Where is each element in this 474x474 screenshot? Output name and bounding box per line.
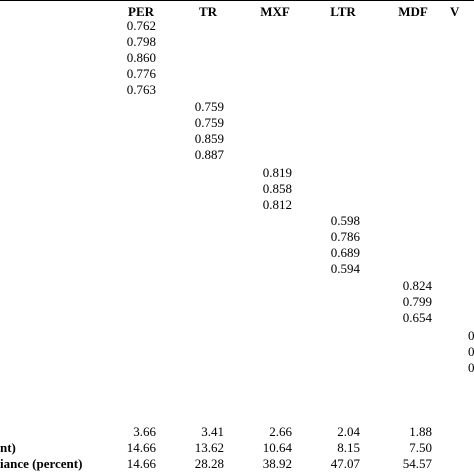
loading-cell: 0.859: [194, 131, 224, 146]
loading-cell: 0.798: [126, 34, 156, 49]
cumulative-variance-cell: 54.57: [402, 456, 432, 471]
variance-cell: 8.15: [337, 440, 360, 455]
cumulative-variance-cell: 47.07: [330, 456, 360, 471]
loading-cell: 0: [468, 328, 474, 343]
footer-row-label: iance (percent): [0, 456, 83, 471]
eigenvalue-cell: 2.04: [337, 424, 360, 439]
eigenvalue-cell: 1.88: [409, 424, 432, 439]
loading-cell: 0.762: [126, 18, 156, 33]
eigenvalue-cell: 2.66: [269, 424, 292, 439]
cumulative-variance-cell: 14.66: [126, 456, 156, 471]
eigenvalue-cell: 3.41: [201, 424, 224, 439]
eigenvalue-cell: 3.66: [133, 424, 156, 439]
variance-cell: 14.66: [126, 440, 156, 455]
loading-cell: 0.776: [126, 66, 156, 81]
loading-cell: 0.858: [262, 181, 292, 196]
variance-cell: 7.50: [409, 440, 432, 455]
loading-cell: 0.594: [330, 261, 360, 276]
column-header-tr: TR: [198, 4, 218, 19]
column-header-mdf: MDF: [398, 4, 428, 19]
table-top-rule: [0, 0, 474, 1]
loading-cell: 0.887: [194, 147, 224, 162]
cumulative-variance-cell: 28.28: [194, 456, 224, 471]
loading-cell: 0: [468, 344, 474, 359]
loading-cell: 0.860: [126, 50, 156, 65]
loading-cell: 0.824: [402, 278, 432, 293]
loading-cell: 0.799: [402, 294, 432, 309]
loading-cell: 0.598: [330, 213, 360, 228]
variance-cell: 10.64: [262, 440, 292, 455]
loading-cell: 0.812: [262, 197, 292, 212]
variance-cell: 13.62: [194, 440, 224, 455]
loading-cell: 0.654: [402, 310, 432, 325]
column-header-mxf: MXF: [260, 4, 290, 19]
loading-cell: 0.689: [330, 245, 360, 260]
cumulative-variance-cell: 38.92: [262, 456, 292, 471]
loading-cell: 0: [468, 360, 474, 375]
loading-cell: 0.786: [330, 229, 360, 244]
column-header-v: V: [450, 4, 460, 19]
footer-row-label: nt): [0, 440, 16, 455]
loading-cell: 0.759: [194, 115, 224, 130]
column-header-per: PER: [128, 4, 154, 19]
loading-cell: 0.759: [194, 99, 224, 114]
column-header-ltr: LTR: [330, 4, 356, 19]
loading-cell: 0.819: [262, 165, 292, 180]
loading-cell: 0.763: [126, 82, 156, 97]
